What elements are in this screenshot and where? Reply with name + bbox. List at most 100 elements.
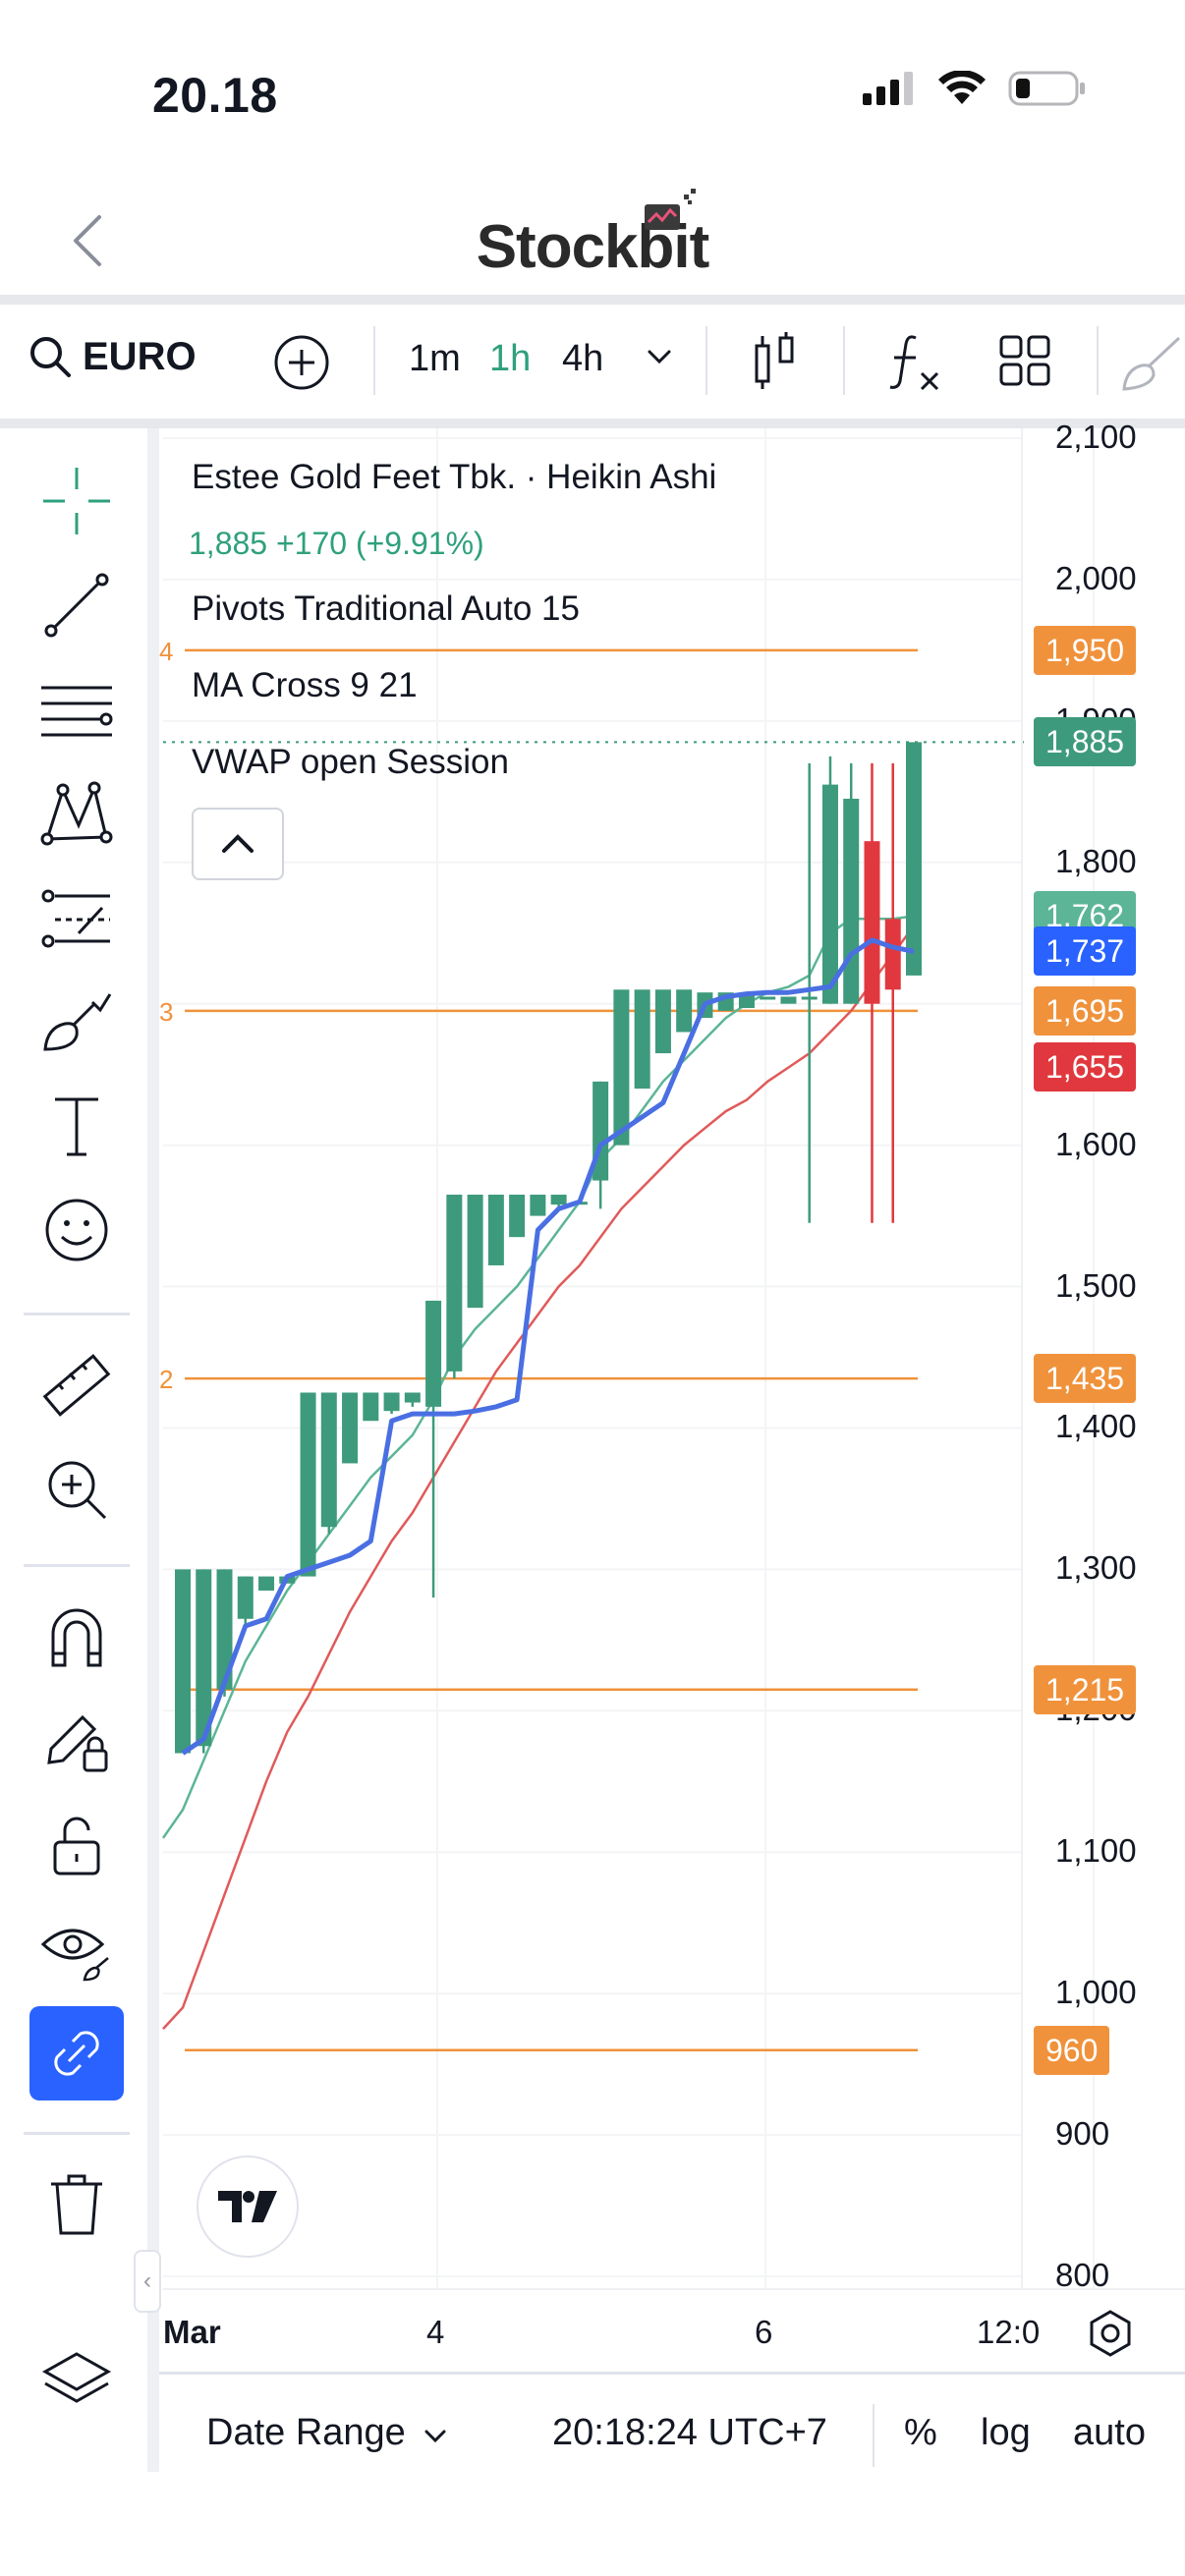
- chevron-left-icon: ‹: [143, 2268, 151, 2294]
- legend-collapse-button[interactable]: [192, 808, 284, 880]
- auto-scale-toggle[interactable]: auto: [1073, 2412, 1146, 2453]
- emoji-tool[interactable]: [29, 1183, 124, 1277]
- text-tool[interactable]: [29, 1079, 124, 1173]
- toolbar-separator: [1097, 326, 1099, 395]
- legend-title: Estee Gold Feet Tbk. · Heikin Ashi: [192, 458, 717, 496]
- drawing-toolbar: [0, 428, 155, 2472]
- clock-timezone[interactable]: 20:18:24 UTC+7: [552, 2412, 827, 2453]
- legend-indicator-pivots[interactable]: Pivots Traditional Auto 15: [192, 589, 580, 628]
- candle-body: [634, 989, 650, 1090]
- lock-drawing-tool[interactable]: [29, 1694, 124, 1788]
- chevron-left-icon: [74, 215, 101, 266]
- time-axis-label: 6: [755, 2314, 773, 2350]
- candles-icon: [755, 332, 794, 389]
- price-axis-label: 1,600: [1055, 1125, 1137, 1162]
- candle-body: [196, 1569, 212, 1747]
- home-indicator-area: [0, 2483, 1185, 2576]
- lock-all-tool[interactable]: [29, 1798, 124, 1892]
- eye-icon: [40, 1929, 109, 1982]
- pattern-tool[interactable]: [29, 766, 124, 861]
- pattern-icon: [40, 781, 113, 846]
- candle-body: [864, 841, 880, 1004]
- price-tag: 1,435: [1034, 1354, 1137, 1404]
- legend-indicator-vwap[interactable]: VWAP open Session: [192, 743, 509, 781]
- header-divider: [0, 295, 1185, 305]
- tool-separator: [24, 2132, 130, 2135]
- date-range-button[interactable]: Date Range: [206, 2412, 447, 2454]
- candle-body: [760, 996, 776, 1000]
- bottom-separator: [873, 2404, 875, 2467]
- price-axis-label: 1,800: [1055, 842, 1137, 879]
- price-axis-label: 1,500: [1055, 1266, 1137, 1304]
- price-axis-label: 1,300: [1055, 1549, 1137, 1587]
- interval-dropdown[interactable]: [647, 348, 672, 370]
- candle-body: [530, 1194, 546, 1216]
- chart-type-button[interactable]: [753, 330, 798, 398]
- interval-1m[interactable]: 1m: [409, 338, 461, 379]
- chart-settings-button[interactable]: [1086, 2309, 1135, 2363]
- gear-icon: [1090, 2310, 1131, 2357]
- symbol-search[interactable]: EURO: [28, 334, 197, 379]
- prediction-tool[interactable]: [29, 870, 124, 965]
- magnet-tool[interactable]: [29, 1590, 124, 1684]
- interval-4h[interactable]: 4h: [562, 338, 604, 379]
- price-tag: 1,950: [1034, 625, 1137, 675]
- magnet-icon: [51, 1608, 102, 1667]
- chevron-up-icon: [222, 834, 254, 853]
- chart-toolbar: EURO 1m 1h 4h: [0, 305, 1185, 419]
- emoji-icon: [45, 1199, 108, 1261]
- indicators-button[interactable]: [886, 330, 945, 398]
- candle-body: [821, 784, 838, 1004]
- log-scale-toggle[interactable]: log: [981, 2412, 1031, 2453]
- candle-body: [467, 1194, 483, 1309]
- candle-body: [300, 1392, 316, 1577]
- stockbit-logo-icon: [645, 189, 696, 230]
- trend-line-icon: [44, 573, 109, 638]
- price-axis-label: 1,100: [1055, 1832, 1137, 1870]
- candle-body: [446, 1194, 463, 1372]
- status-time: 20.18: [152, 68, 278, 123]
- trend-line-tool[interactable]: [29, 558, 124, 652]
- candle-body: [801, 996, 818, 1000]
- price-chart[interactable]: 4 3 2: [0, 0, 1185, 2378]
- fib-tool[interactable]: [29, 662, 124, 756]
- back-button[interactable]: [57, 201, 116, 280]
- price-axis-label: 800: [1055, 2257, 1110, 2293]
- zoom-in-tool[interactable]: [29, 1442, 124, 1537]
- lock-drawing-icon: [47, 1714, 108, 1772]
- tradingview-logo[interactable]: [197, 2156, 299, 2258]
- candle-body: [320, 1392, 337, 1528]
- app-header: Stockbit: [0, 177, 1185, 295]
- legend-indicator-ma-cross[interactable]: MA Cross 9 21: [192, 666, 418, 704]
- tradingview-icon: [218, 2191, 277, 2222]
- remove-drawings-tool[interactable]: [29, 2157, 124, 2252]
- layout-button[interactable]: [998, 334, 1051, 392]
- candle-body: [425, 1300, 442, 1407]
- bottom-divider: [159, 2372, 1185, 2375]
- hide-drawings-tool[interactable]: [29, 1902, 124, 1996]
- measure-tool[interactable]: [29, 1338, 124, 1432]
- brush-icon: [43, 993, 112, 1051]
- brush-icon: [1122, 336, 1181, 391]
- ma-fast-line: [161, 915, 915, 1839]
- ma-slow-line: [162, 924, 916, 2030]
- brush-tool[interactable]: [29, 975, 124, 1069]
- collapse-toolbar-handle[interactable]: ‹: [134, 2250, 161, 2313]
- drawing-toggle-button[interactable]: [1120, 330, 1185, 398]
- signal-icon: [863, 72, 913, 105]
- percent-scale-toggle[interactable]: %: [904, 2412, 937, 2453]
- time-axis-label: 12:0: [977, 2314, 1041, 2350]
- pivot-label-2: 2: [159, 1365, 173, 1394]
- candle-body: [404, 1392, 421, 1403]
- candle-body: [383, 1392, 400, 1412]
- chevron-down-icon: [648, 350, 671, 364]
- legend-values: 1,885 +170 (+9.91%): [189, 526, 484, 561]
- crosshair-tool[interactable]: [29, 454, 124, 548]
- compare-add-button[interactable]: [273, 334, 330, 396]
- object-tree-button[interactable]: [39, 2348, 114, 2422]
- toolbar-divider: [0, 419, 1185, 428]
- interval-1h[interactable]: 1h: [489, 338, 532, 379]
- price-axis-label: 1,000: [1055, 1974, 1137, 2011]
- sync-drawings-tool[interactable]: [29, 2006, 124, 2100]
- toolbar-separator: [843, 326, 845, 395]
